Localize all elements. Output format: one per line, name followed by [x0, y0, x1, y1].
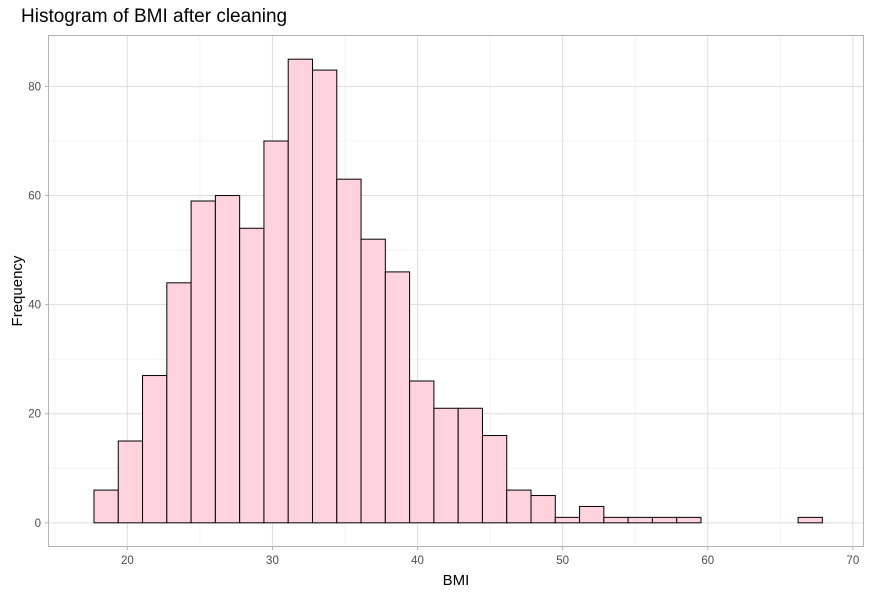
y-axis-ticks: 0 20 40 60 80	[28, 81, 49, 530]
histogram-bar	[336, 178, 362, 524]
histogram-bar	[239, 227, 265, 524]
y-tick-label: 60	[28, 191, 41, 203]
histogram-bar	[93, 489, 119, 524]
histogram-bar	[433, 407, 459, 524]
x-tick-label: 20	[121, 555, 134, 567]
histogram-bar	[360, 238, 386, 524]
x-tick-label: 30	[266, 555, 279, 567]
x-axis-title: BMI	[443, 572, 470, 589]
histogram-bar	[579, 505, 605, 524]
histogram-bar	[530, 495, 556, 524]
plot-panel-border	[48, 35, 864, 547]
histogram-bar	[603, 516, 629, 524]
y-tick-label: 20	[28, 409, 41, 421]
histogram-bar	[190, 200, 216, 524]
histogram-bar	[651, 516, 678, 524]
histogram-bar	[384, 271, 411, 524]
histogram-bar	[287, 58, 313, 524]
histogram-bar	[506, 489, 532, 524]
histogram-bar	[554, 516, 581, 524]
y-axis-title: Frequency	[9, 255, 26, 326]
y-tick-label: 80	[28, 81, 41, 93]
histogram-bar	[214, 195, 241, 524]
x-tick-label: 40	[411, 555, 424, 567]
histogram-bar	[481, 435, 508, 524]
histogram-bar	[627, 516, 653, 524]
histogram-bar	[797, 516, 823, 524]
y-tick-label: 40	[28, 300, 41, 312]
histogram-bar	[263, 140, 289, 524]
histogram-bar	[676, 516, 702, 524]
histogram-bar	[409, 380, 435, 524]
bars	[93, 58, 823, 524]
x-tick-label: 50	[556, 555, 569, 567]
histogram-bar	[166, 282, 192, 524]
histogram-bar	[142, 375, 168, 524]
chart-title: Histogram of BMI after cleaning	[21, 6, 288, 27]
histogram-bar	[457, 407, 483, 524]
histogram-bar	[311, 69, 338, 524]
x-tick-label: 70	[846, 555, 859, 567]
x-tick-label: 60	[701, 555, 714, 567]
x-axis-ticks: 20 30 40 50 60 70	[121, 546, 859, 567]
histogram-bar	[117, 440, 144, 524]
y-tick-label: 0	[35, 518, 41, 530]
